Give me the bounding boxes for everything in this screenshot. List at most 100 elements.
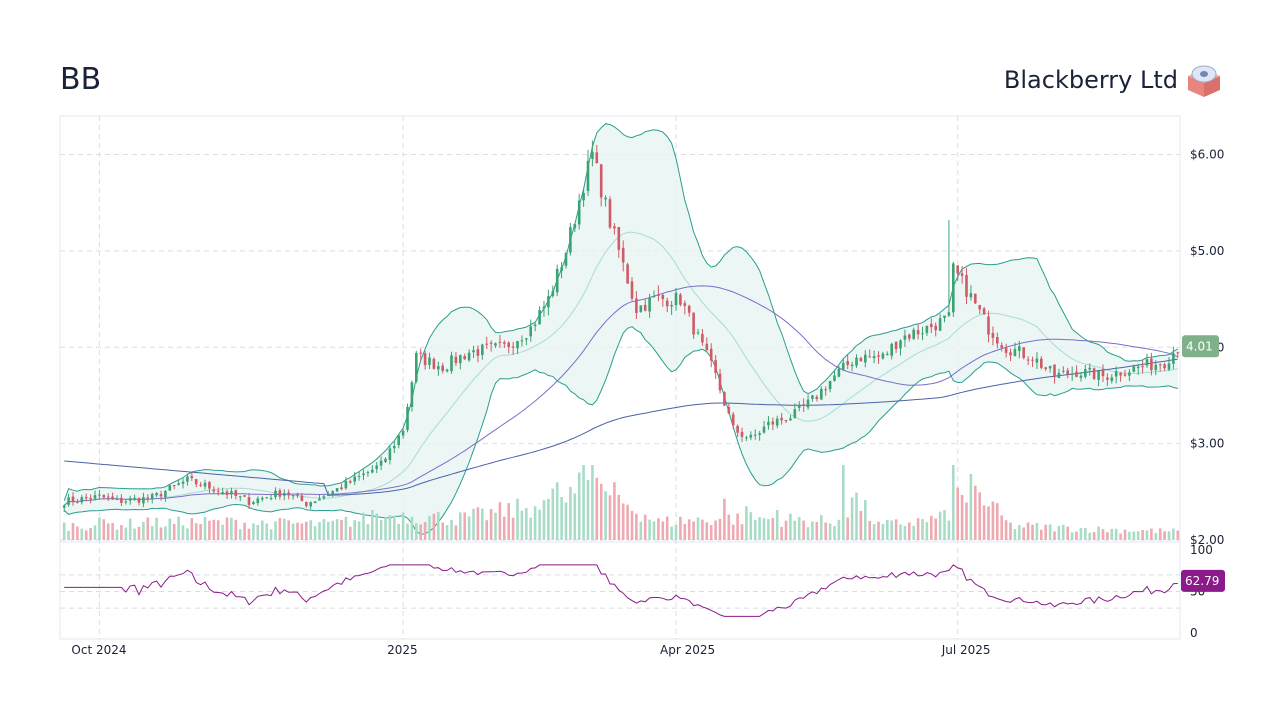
volume-bar — [987, 506, 990, 540]
volume-bar — [1150, 528, 1153, 540]
candle-body — [353, 476, 356, 482]
volume-bars — [62, 465, 1180, 541]
candle-body — [864, 354, 867, 363]
volume-bar — [542, 500, 546, 540]
volume-bar — [577, 472, 581, 540]
candle-body — [194, 479, 198, 485]
volume-bar — [137, 526, 141, 540]
volume-bar — [591, 465, 594, 540]
candle-body — [1075, 371, 1078, 377]
candle-body — [850, 364, 854, 367]
volume-bar — [261, 520, 264, 540]
volume-bar — [335, 519, 339, 540]
volume-bar — [617, 494, 621, 540]
candle-body — [1048, 366, 1052, 369]
volume-bar — [921, 519, 924, 540]
candle-body — [309, 502, 312, 507]
candle-body — [771, 421, 775, 425]
volume-bar — [520, 510, 524, 540]
bollinger-band-fill — [64, 123, 1178, 535]
candle-body — [802, 404, 805, 406]
candle-body — [811, 395, 814, 399]
candle-body — [445, 369, 449, 372]
candle-body — [569, 227, 572, 253]
candle-body — [833, 375, 836, 381]
volume-bar — [208, 520, 211, 540]
candle-body — [208, 482, 211, 489]
candle-body — [106, 496, 110, 498]
volume-bar — [1075, 531, 1078, 540]
candle-body — [256, 498, 260, 504]
candle-body — [855, 357, 858, 366]
candle-body — [1084, 369, 1087, 377]
candle-body — [76, 501, 79, 503]
candle-body — [1009, 352, 1012, 356]
volume-bar — [1079, 528, 1083, 540]
volume-bar — [71, 523, 75, 540]
candle-body — [278, 490, 282, 497]
volume-bar — [516, 498, 519, 540]
volume-bar — [771, 517, 775, 540]
candle-body — [1026, 359, 1030, 361]
candle-body — [371, 469, 374, 473]
candle-body — [168, 485, 172, 491]
volume-bar — [507, 503, 510, 540]
volume-bar — [150, 526, 154, 540]
candle-body — [657, 294, 660, 296]
candle-body — [150, 494, 154, 500]
volume-bar — [168, 518, 172, 540]
volume-bar — [313, 526, 317, 540]
candle-body — [1163, 364, 1166, 369]
volume-bar — [837, 519, 841, 540]
candle-body — [525, 338, 528, 340]
volume-bar — [172, 523, 176, 540]
volume-bar — [357, 521, 361, 540]
time-tick-label: Jul 2025 — [941, 643, 991, 657]
volume-bar — [318, 522, 321, 540]
volume-bar — [128, 518, 132, 540]
candle-body — [516, 341, 519, 349]
candle-body — [912, 329, 915, 339]
candle-body — [740, 431, 744, 437]
volume-bar — [146, 517, 150, 540]
candle-body — [877, 355, 880, 357]
volume-bar — [1035, 523, 1039, 540]
volume-bar — [1070, 532, 1074, 540]
volume-bar — [886, 519, 889, 540]
candle-body — [1035, 358, 1039, 363]
candle-body — [252, 502, 255, 504]
volume-bar — [894, 519, 898, 540]
volume-bar — [331, 520, 334, 540]
candle-body — [551, 291, 555, 296]
candle-body — [1004, 347, 1008, 353]
volume-bar — [445, 525, 449, 540]
candle-body — [498, 341, 502, 343]
candle-body — [362, 473, 365, 476]
candle-body — [784, 420, 788, 422]
candle-body — [974, 293, 977, 304]
candle-body — [507, 342, 510, 348]
volume-bar — [296, 522, 299, 540]
candle-body — [327, 495, 330, 497]
volume-bar — [934, 518, 937, 540]
candle-body — [859, 358, 863, 362]
volume-bar — [340, 519, 343, 540]
candle-body — [489, 342, 493, 344]
candle-body — [930, 323, 933, 328]
candle-body — [947, 312, 951, 316]
volume-bar — [872, 524, 876, 540]
candle-body — [423, 353, 427, 366]
volume-bar — [120, 525, 123, 540]
volume-bar — [657, 518, 660, 540]
candle-body — [485, 343, 488, 345]
volume-bar — [789, 513, 792, 540]
volume-bar — [1040, 529, 1043, 540]
volume-bar — [806, 527, 810, 540]
candle-body — [767, 421, 770, 426]
volume-bar — [111, 523, 114, 540]
volume-bar — [991, 501, 995, 540]
volume-bar — [498, 502, 502, 540]
volume-bar — [243, 522, 246, 540]
candle-body — [564, 253, 568, 266]
volume-bar — [186, 528, 189, 540]
